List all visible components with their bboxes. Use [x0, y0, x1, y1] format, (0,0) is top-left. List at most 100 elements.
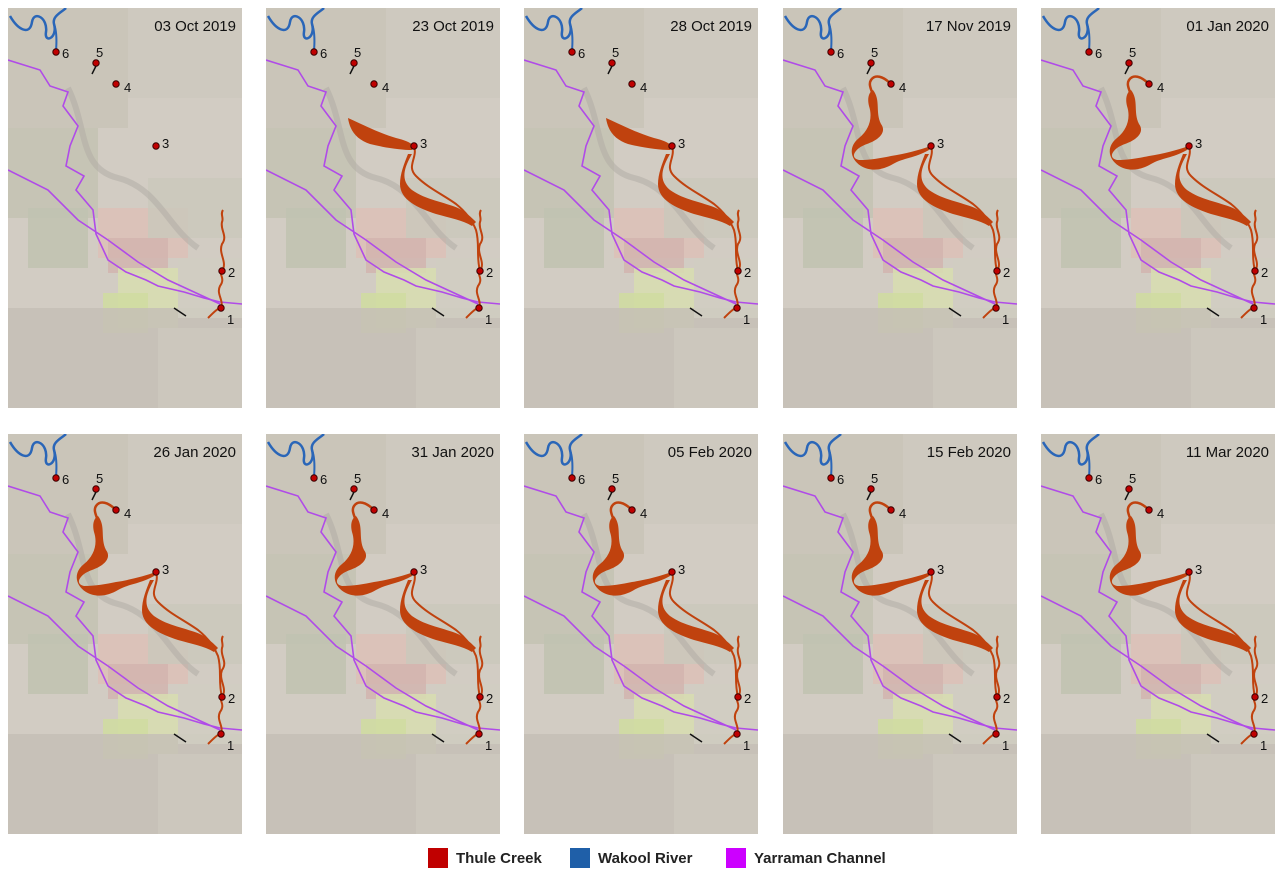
satellite-background: [524, 434, 758, 834]
site-label-1: 1: [743, 312, 750, 327]
site-marker-1: [1250, 304, 1258, 312]
flood-body-lower: [917, 580, 993, 652]
site-label-5: 5: [1129, 45, 1136, 60]
site-label-5: 5: [612, 471, 619, 486]
gauge-mark-upper: [91, 491, 97, 501]
site-label-4: 4: [640, 80, 647, 95]
site-markers: 1 2 3 4 5 6: [827, 45, 1010, 327]
site-marker-3: [152, 568, 160, 576]
site-label-3: 3: [1195, 136, 1202, 151]
yarraman-channel-line-lower: [266, 169, 479, 305]
site-markers: 1 2 3 4 5 6: [1085, 471, 1268, 753]
creek-upper-reach: [609, 501, 633, 527]
site-marker-2: [993, 693, 1001, 701]
legend-swatch-thule-creek: [428, 848, 448, 868]
site-marker-2: [993, 267, 1001, 275]
site-label-2: 2: [486, 265, 493, 280]
site-markers: 1 2 3 4 5 6: [52, 471, 235, 753]
satellite-background: [783, 434, 1017, 834]
map-canvas: 1 2 3 4 5 6: [1041, 8, 1275, 408]
site-marker-1: [992, 304, 1000, 312]
site-marker-6: [827, 474, 835, 482]
site-label-2: 2: [744, 265, 751, 280]
site-label-6: 6: [1095, 472, 1102, 487]
legend-label-wakool-river: Wakool River: [598, 849, 693, 867]
site-marker-6: [310, 474, 318, 482]
map-canvas: 1 2 3 4 5 6: [266, 434, 500, 834]
flood-body-upper: [851, 516, 931, 596]
site-marker-5: [350, 59, 358, 67]
wakool-river-line: [783, 8, 842, 40]
wakool-river-line: [524, 434, 583, 466]
flood-body-upper: [1109, 90, 1189, 170]
yarraman-channel-line: [783, 59, 1017, 305]
gauge-mark-upper: [866, 65, 872, 75]
yarraman-channel-line: [266, 485, 500, 731]
site-marker-4: [887, 80, 895, 88]
site-markers: 1 2 3 4 5 6: [568, 45, 751, 327]
wakool-river-line: [266, 8, 325, 40]
site-marker-3: [668, 568, 676, 576]
yarraman-channel-line: [524, 59, 758, 305]
site-label-4: 4: [1157, 506, 1164, 521]
site-label-4: 4: [899, 80, 906, 95]
site-marker-1: [733, 730, 741, 738]
site-label-6: 6: [837, 472, 844, 487]
legend: Thule Creek Wakool River Yarraman Channe…: [0, 846, 1282, 870]
site-label-3: 3: [937, 562, 944, 577]
site-marker-5: [350, 485, 358, 493]
site-marker-6: [568, 474, 576, 482]
flood-body-upper: [1109, 516, 1189, 596]
site-markers: 1 2 3 4 5 6: [1085, 45, 1268, 327]
site-label-2: 2: [228, 265, 235, 280]
map-panel: 1 2 3 4 5 6 23 Oct 2019: [266, 8, 500, 408]
site-label-6: 6: [62, 46, 69, 61]
site-label-3: 3: [420, 562, 427, 577]
panel-date-label: 05 Feb 2020: [667, 444, 752, 461]
site-markers: 1 2 3 4 5 6: [568, 471, 751, 753]
satellite-background: [1041, 8, 1275, 408]
site-marker-3: [668, 142, 676, 150]
flood-body-lower: [1175, 580, 1251, 652]
panel-date-label: 28 Oct 2019: [670, 18, 752, 35]
site-marker-3: [1185, 568, 1193, 576]
site-label-6: 6: [1095, 46, 1102, 61]
map-canvas: 1 2 3 4 5 6: [783, 434, 1017, 834]
site-marker-6: [52, 474, 60, 482]
site-label-1: 1: [485, 738, 492, 753]
wakool-river-line: [1041, 8, 1100, 40]
site-marker-4: [628, 80, 636, 88]
satellite-background: [266, 434, 500, 834]
yarraman-channel-line: [8, 59, 242, 305]
panel-date-label: 11 Mar 2020: [1185, 444, 1269, 461]
site-label-4: 4: [382, 506, 389, 521]
site-label-2: 2: [1003, 691, 1010, 706]
site-label-3: 3: [937, 136, 944, 151]
site-label-5: 5: [96, 45, 103, 60]
creek-mid-reach: [928, 571, 998, 698]
site-label-2: 2: [1261, 691, 1268, 706]
site-label-1: 1: [1260, 738, 1267, 753]
yarraman-channel-line-lower: [8, 595, 221, 731]
wakool-river-line: [8, 8, 67, 40]
site-label-2: 2: [1003, 265, 1010, 280]
flood-body-upper: [334, 516, 414, 596]
gauge-mark-lower: [948, 733, 962, 743]
map-panel: 1 2 3 4 5 6 31 Jan 2020: [266, 434, 500, 834]
flood-body-lower: [1175, 154, 1251, 226]
yarraman-channel-line-lower: [1041, 595, 1254, 731]
site-label-5: 5: [354, 45, 361, 60]
site-label-6: 6: [320, 472, 327, 487]
yarraman-channel-line: [1041, 59, 1275, 305]
gauge-mark-lower: [1206, 733, 1220, 743]
site-marker-5: [1125, 485, 1133, 493]
creek-upper-reach: [351, 501, 375, 527]
site-marker-5: [1125, 59, 1133, 67]
flood-body-upper: [606, 118, 672, 150]
creek-upper-reach: [868, 501, 892, 527]
site-label-3: 3: [1195, 562, 1202, 577]
site-marker-6: [1085, 474, 1093, 482]
site-label-6: 6: [578, 46, 585, 61]
satellite-background: [524, 8, 758, 408]
site-marker-5: [92, 59, 100, 67]
